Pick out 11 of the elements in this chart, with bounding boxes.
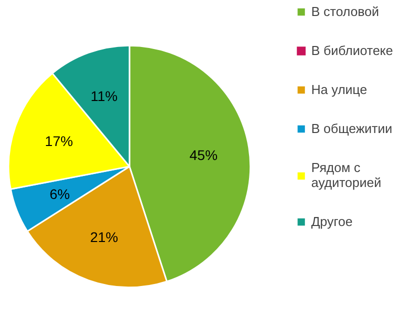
data-label: 45%: [190, 146, 218, 163]
data-label: 6%: [50, 186, 70, 202]
legend-label: Рядом с аудиторией: [311, 160, 382, 190]
data-label: 11%: [90, 88, 118, 104]
data-label: 17%: [44, 133, 73, 150]
data-label: 21%: [90, 228, 118, 245]
legend-label: В общежитии: [311, 121, 392, 136]
legend-label: В библиотеке: [311, 43, 393, 58]
legend-label: В столовой: [311, 4, 379, 19]
legend-label: Другое: [311, 214, 353, 229]
legend-label: На улице: [311, 82, 368, 97]
